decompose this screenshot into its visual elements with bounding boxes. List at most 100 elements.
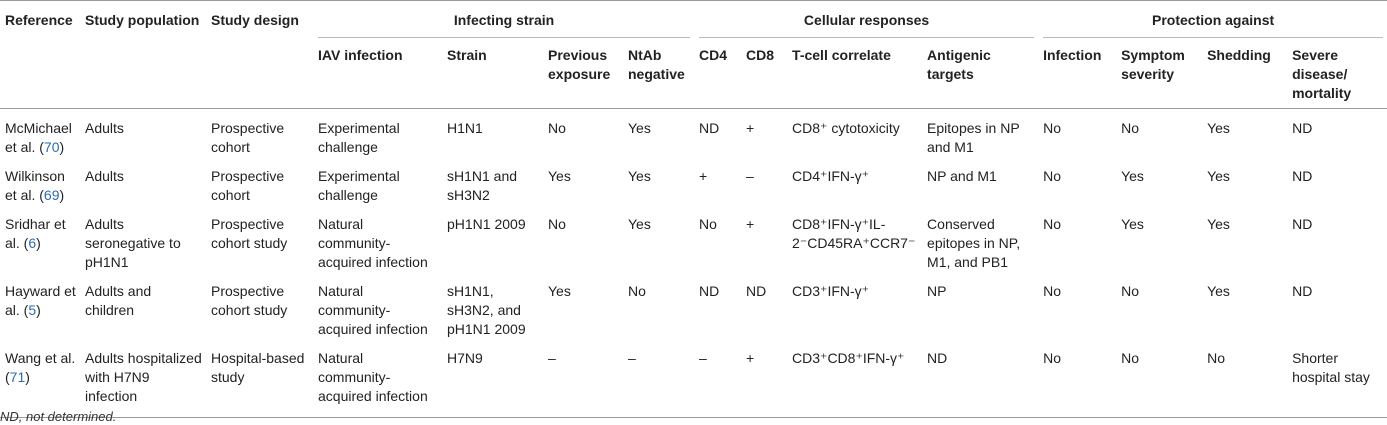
cell-severe: ND — [1292, 282, 1313, 299]
cell-previous: No — [548, 119, 566, 136]
cell-tcell: CD8⁺IFN-γ⁺IL-2⁻CD45RA⁺CCR7⁻ — [792, 215, 916, 251]
cell-tcell: CD3⁺IFN-γ⁺ — [792, 282, 870, 299]
reference-link[interactable]: 71 — [9, 368, 26, 385]
cell-antigen: Epitopes in NP and M1 — [927, 119, 1020, 155]
cell-strain: pH1N1 2009 — [447, 215, 526, 232]
cell-tcell: CD4⁺IFN-γ⁺ — [792, 167, 870, 184]
cell-cd8: + — [746, 349, 755, 366]
cell-reference: McMichael et al. (70) — [0, 108, 80, 157]
cell-infection: No — [1043, 349, 1061, 366]
cell-reference: Sridhar et al. (6) — [0, 205, 80, 272]
cell-infection: No — [1043, 167, 1061, 184]
cell-reference: Hayward et al. (5) — [0, 272, 80, 339]
cell-symptom: No — [1121, 349, 1139, 366]
cell-ntab: Yes — [628, 119, 651, 136]
reference-close: ) — [36, 301, 41, 318]
reference-link[interactable]: 6 — [28, 234, 37, 251]
cell-cd4: No — [699, 215, 717, 232]
header-iav-infection: IAV infection — [318, 47, 403, 63]
cell-tcell: CD8⁺ cytotoxicity — [792, 119, 900, 136]
cell-previous: Yes — [548, 282, 571, 299]
cell-previous: – — [548, 349, 556, 366]
cell-strain: H7N9 — [447, 349, 483, 366]
cell-ntab: Yes — [628, 167, 651, 184]
cell-population: Adults hospitalized with H7N9 infection — [85, 349, 202, 404]
cell-population: Adults seronegative to pH1N1 — [85, 215, 181, 270]
cell-strain: H1N1 — [447, 119, 483, 136]
cell-severe: ND — [1292, 119, 1313, 136]
reference-close: ) — [59, 138, 65, 155]
reference-author: McMichael et al. ( — [5, 119, 72, 155]
cell-symptom: No — [1121, 282, 1139, 299]
cell-design: Hospital-based study — [211, 349, 305, 385]
header-severe-disease: Severe disease/ mortality — [1292, 47, 1352, 101]
reference-author: Hayward et al. ( — [5, 282, 76, 318]
cell-cd4: ND — [699, 119, 720, 136]
header-study-population: Study population — [85, 12, 200, 28]
cell-cd4: ND — [699, 282, 720, 299]
reference-link[interactable]: 5 — [28, 301, 37, 318]
header-strain: Strain — [447, 47, 487, 63]
cell-severe: ND — [1292, 167, 1313, 184]
cell-iav: Experimental challenge — [318, 119, 400, 155]
cell-ntab: – — [628, 349, 636, 366]
header-infection: Infection — [1043, 47, 1102, 63]
cell-strain: sH1N1, sH3N2, and pH1N1 2009 — [447, 282, 526, 337]
cell-previous: Yes — [548, 167, 571, 184]
table-row: Sridhar et al. (6) Adults seronegative to… — [0, 205, 1387, 272]
header-study-design: Study design — [211, 12, 299, 28]
table-row: McMichael et al. (70) Adults Prospective c… — [0, 108, 1387, 157]
cell-population: Adults and children — [85, 282, 152, 318]
cell-ntab: Yes — [628, 215, 651, 232]
header-infecting-strain: Infecting strain — [313, 1, 694, 38]
cell-iav: Experimental challenge — [318, 167, 400, 203]
cell-shedding: Yes — [1207, 167, 1230, 184]
cell-previous: No — [548, 215, 566, 232]
cell-population: Adults — [85, 167, 124, 184]
header-row-1: Reference Study population Study design … — [0, 0, 1387, 38]
reference-author: Wang et al. ( — [5, 349, 76, 385]
table-row: Wilkinson et al. (69) Adults Prospective c… — [0, 157, 1387, 205]
cell-population: Adults — [85, 119, 124, 136]
header-antigenic-targets: Antigenic targets — [927, 47, 991, 82]
cell-antigen: Conserved epitopes in NP, M1, and PB1 — [927, 215, 1021, 270]
cell-reference: Wilkinson et al. (69) — [0, 157, 80, 205]
reference-close: ) — [25, 368, 30, 385]
cell-cd4: – — [699, 349, 707, 366]
cell-symptom: No — [1121, 119, 1139, 136]
table-footnote: ND, not determined. — [0, 409, 117, 424]
header-tcell-correlate: T-cell correlate — [792, 47, 891, 63]
reference-author: Wilkinson et al. ( — [5, 167, 65, 203]
reference-close: ) — [59, 186, 65, 203]
cell-cd4: + — [699, 167, 708, 184]
cell-shedding: Yes — [1207, 119, 1230, 136]
cell-cd8: + — [746, 119, 755, 136]
cell-symptom: Yes — [1121, 215, 1144, 232]
cell-shedding: No — [1207, 349, 1225, 366]
cell-design: Prospective cohort — [211, 119, 285, 155]
header-protection-against: Protection against — [1038, 1, 1387, 38]
reference-link[interactable]: 70 — [43, 138, 60, 155]
header-shedding: Shedding — [1207, 47, 1271, 63]
cell-design: Prospective cohort study — [211, 282, 288, 318]
table-row: Wang et al. (71) Adults hospitalized with… — [0, 339, 1387, 418]
cell-antigen: NP — [927, 282, 947, 299]
cell-severe: ND — [1292, 215, 1313, 232]
header-row-2: IAV infection Strain Previous exposure N… — [0, 38, 1387, 108]
header-symptom-severity: Symptom severity — [1121, 47, 1185, 82]
cell-iav: Natural community-acquired infection — [318, 349, 428, 404]
reference-link[interactable]: 69 — [43, 186, 60, 203]
reference-author: Sridhar et al. ( — [5, 215, 66, 251]
cell-iav: Natural community-acquired infection — [318, 282, 428, 337]
table-body: McMichael et al. (70) Adults Prospective c… — [0, 108, 1387, 418]
cell-cd8: – — [746, 167, 754, 184]
cell-ntab: No — [628, 282, 646, 299]
header-cd8: CD8 — [746, 47, 775, 63]
cell-symptom: Yes — [1121, 167, 1144, 184]
cell-cd8: + — [746, 215, 755, 232]
header-cellular-responses: Cellular responses — [694, 1, 1038, 38]
reference-close: ) — [36, 234, 41, 251]
cell-infection: No — [1043, 119, 1061, 136]
